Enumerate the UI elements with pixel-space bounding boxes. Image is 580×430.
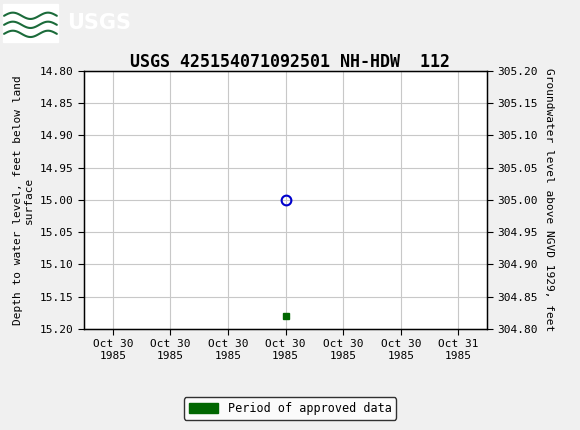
Legend: Period of approved data: Period of approved data: [184, 397, 396, 420]
Y-axis label: Depth to water level, feet below land
surface: Depth to water level, feet below land su…: [13, 75, 34, 325]
FancyBboxPatch shape: [3, 3, 58, 42]
Y-axis label: Groundwater level above NGVD 1929, feet: Groundwater level above NGVD 1929, feet: [543, 68, 554, 332]
Text: USGS 425154071092501 NH-HDW  112: USGS 425154071092501 NH-HDW 112: [130, 53, 450, 71]
Text: USGS: USGS: [67, 12, 130, 33]
